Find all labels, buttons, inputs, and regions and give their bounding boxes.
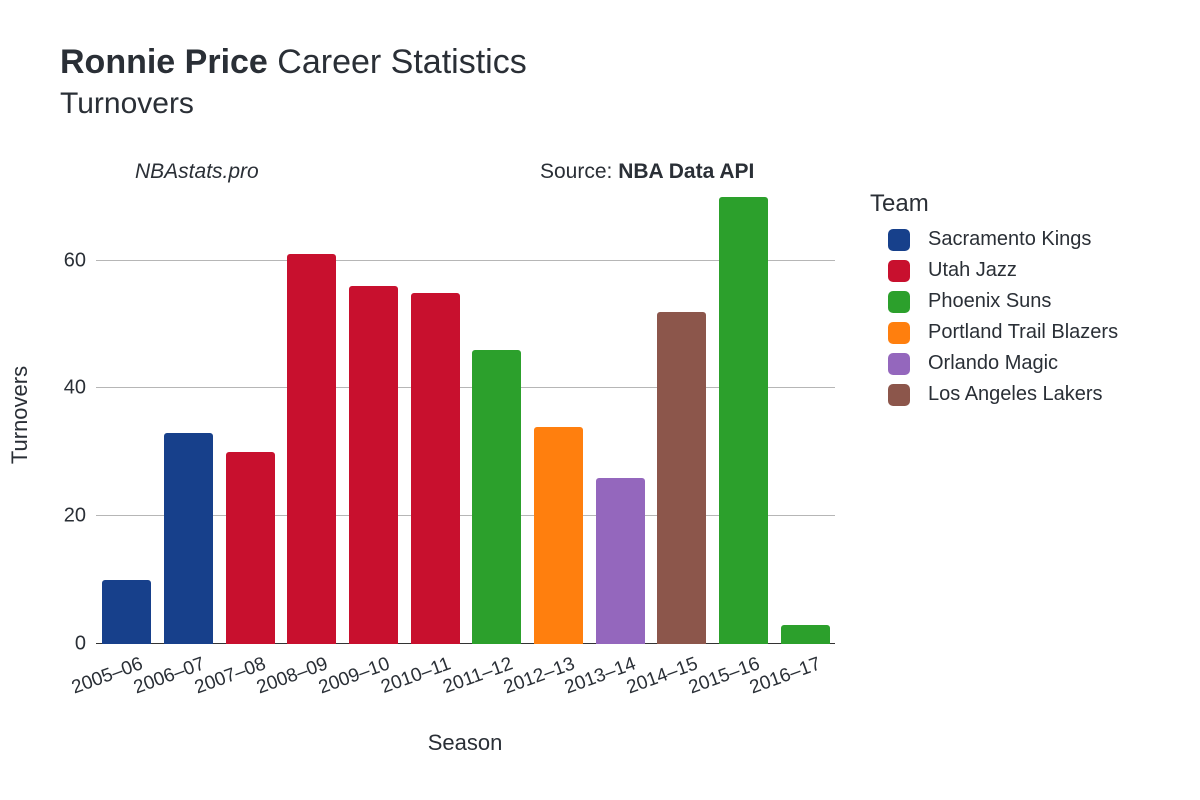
legend-swatch bbox=[888, 322, 910, 344]
bar bbox=[781, 625, 830, 644]
title-suffix: Career Statistics bbox=[268, 43, 527, 81]
bar bbox=[287, 254, 336, 644]
y-tick-label: 20 bbox=[64, 505, 96, 528]
legend-label: Orlando Magic bbox=[928, 352, 1058, 375]
bar bbox=[164, 433, 213, 644]
legend-swatch bbox=[888, 229, 910, 251]
y-axis-title: Turnovers bbox=[7, 366, 33, 464]
legend-item: Orlando Magic bbox=[870, 352, 1118, 375]
chart-container: Ronnie Price Career Statistics Turnovers… bbox=[0, 0, 1200, 800]
legend-label: Utah Jazz bbox=[928, 259, 1017, 282]
x-axis-title: Season bbox=[428, 730, 503, 756]
y-tick-label: 0 bbox=[75, 633, 96, 656]
legend-item: Portland Trail Blazers bbox=[870, 321, 1118, 344]
bar bbox=[472, 350, 521, 644]
chart-subtitle: Turnovers bbox=[60, 87, 527, 121]
source-attribution: Source: NBA Data API bbox=[540, 160, 754, 184]
bar bbox=[411, 293, 460, 644]
watermark: NBAstats.pro bbox=[135, 160, 259, 184]
bar bbox=[226, 452, 275, 644]
legend-item: Phoenix Suns bbox=[870, 290, 1118, 313]
legend-item: Sacramento Kings bbox=[870, 228, 1118, 251]
bar bbox=[657, 312, 706, 644]
legend-label: Portland Trail Blazers bbox=[928, 321, 1118, 344]
legend-title: Team bbox=[870, 190, 1118, 218]
source-name: NBA Data API bbox=[618, 160, 754, 183]
bar bbox=[596, 478, 645, 644]
legend-label: Sacramento Kings bbox=[928, 228, 1091, 251]
legend-swatch bbox=[888, 260, 910, 282]
source-prefix: Source: bbox=[540, 160, 618, 183]
bar bbox=[719, 197, 768, 644]
legend-swatch bbox=[888, 384, 910, 406]
bar bbox=[102, 580, 151, 644]
legend-label: Los Angeles Lakers bbox=[928, 383, 1103, 406]
legend-item: Los Angeles Lakers bbox=[870, 383, 1118, 406]
plot-area: 02040602005–062006–072007–082008–092009–… bbox=[95, 185, 835, 645]
chart-title-block: Ronnie Price Career Statistics Turnovers bbox=[60, 42, 527, 121]
legend-item: Utah Jazz bbox=[870, 259, 1118, 282]
legend-swatch bbox=[888, 291, 910, 313]
y-tick-label: 60 bbox=[64, 249, 96, 272]
bar bbox=[349, 286, 398, 644]
legend-label: Phoenix Suns bbox=[928, 290, 1051, 313]
y-tick-label: 40 bbox=[64, 377, 96, 400]
x-tick-label: 2016–17 bbox=[744, 644, 824, 699]
chart-title: Ronnie Price Career Statistics bbox=[60, 42, 527, 83]
player-name: Ronnie Price bbox=[60, 43, 268, 81]
legend-swatch bbox=[888, 353, 910, 375]
legend: Team Sacramento Kings Utah Jazz Phoenix Su… bbox=[870, 190, 1118, 414]
bar bbox=[534, 427, 583, 644]
